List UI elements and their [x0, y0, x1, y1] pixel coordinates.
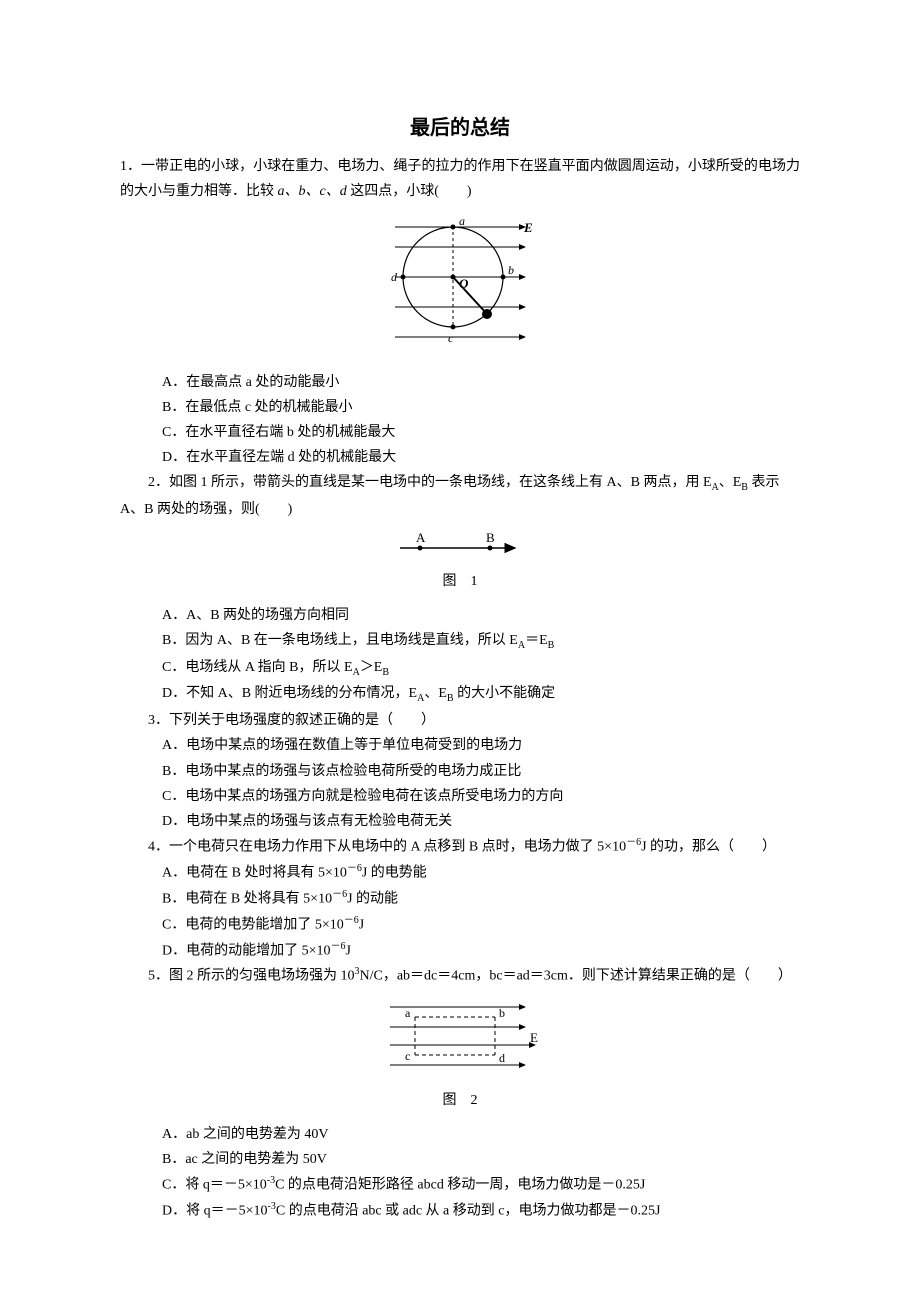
q5-opt-b: B．ac 之间的电势差为 50V — [120, 1147, 800, 1172]
q1-text-p2: 这四点，小球( ) — [347, 184, 472, 199]
svg-text:a: a — [405, 1006, 411, 1020]
q1-opt-b: B．在最低点 c 处的机械能最小 — [120, 395, 800, 420]
q1-abcd: a、b、c、d — [278, 184, 347, 199]
svg-text:b: b — [508, 263, 514, 277]
q1-opt-a: A．在最高点 a 处的动能最小 — [120, 370, 800, 395]
q2-diagram: A B — [390, 530, 530, 558]
figure-1: a b c d O E — [120, 212, 800, 361]
svg-text:a: a — [459, 214, 465, 228]
q2-text: 2．如图 1 所示，带箭头的直线是某一电场中的一条电场线，在这条线上有 A、B … — [120, 470, 800, 522]
q4-text: 4．一个电荷只在电场力作用下从电场中的 A 点移到 B 点时，电场力做了 5×1… — [120, 834, 800, 860]
q3-opt-b: B．电场中某点的场强与该点检验电荷所受的电场力成正比 — [120, 759, 800, 784]
q2-opt-c: C．电场线从 A 指向 B，所以 EA＞EB — [120, 655, 800, 682]
q2-opt-a: A．A、B 两处的场强方向相同 — [120, 603, 800, 628]
svg-text:d: d — [391, 270, 398, 284]
q4-opt-a: A．电荷在 B 处时将具有 5×10－6J 的电势能 — [120, 860, 800, 886]
svg-text:E: E — [530, 1030, 538, 1045]
question-1: 1．一带正电的小球，小球在重力、电场力、绳子的拉力的作用下在竖直平面内做圆周运动… — [120, 154, 800, 204]
q1-opt-c: C．在水平直径右端 b 处的机械能最大 — [120, 420, 800, 445]
q3-opt-c: C．电场中某点的场强方向就是检验电荷在该点所受电场力的方向 — [120, 784, 800, 809]
page-title: 最后的总结 — [120, 110, 800, 146]
q5-diagram: a b c d E — [375, 997, 545, 1077]
q4-opt-b: B．电荷在 B 处将具有 5×10－6J 的动能 — [120, 886, 800, 912]
q5-opt-d: D．将 q＝－5×10-3C 的点电荷沿 abc 或 adc 从 a 移动到 c… — [120, 1198, 800, 1224]
q4-opt-d: D．电荷的动能增加了 5×10－6J — [120, 938, 800, 964]
q3-opt-d: D．电场中某点的场强与该点有无检验电荷无关 — [120, 809, 800, 834]
sub-b: B — [741, 482, 748, 493]
q2-opt-b: B．因为 A、B 在一条电场线上，且电场线是直线，所以 EA＝EB — [120, 628, 800, 655]
svg-text:B: B — [486, 530, 495, 545]
q1-opt-d: D．在水平直径左端 d 处的机械能最大 — [120, 445, 800, 470]
q3-text: 3．下列关于电场强度的叙述正确的是（ ） — [120, 708, 800, 733]
svg-text:A: A — [416, 530, 426, 545]
q1-diagram: a b c d O E — [375, 212, 545, 352]
q5-opt-c: C．将 q＝－5×10-3C 的点电荷沿矩形路径 abcd 移动一周，电场力做功… — [120, 1172, 800, 1198]
fig3-caption: 图 2 — [120, 1088, 800, 1113]
svg-text:E: E — [523, 220, 533, 235]
q5-opt-a: A．ab 之间的电势差为 40V — [120, 1122, 800, 1147]
q5-text: 5．图 2 所示的匀强电场场强为 103N/C，ab＝dc＝4cm，bc＝ad＝… — [120, 963, 800, 989]
fig2-caption: 图 1 — [120, 569, 800, 594]
q4-opt-c: C．电荷的电势能增加了 5×10－6J — [120, 912, 800, 938]
figure-3: a b c d E 图 2 — [120, 997, 800, 1113]
q3-opt-a: A．电场中某点的场强在数值上等于单位电荷受到的电场力 — [120, 733, 800, 758]
svg-text:c: c — [448, 331, 454, 345]
svg-text:c: c — [405, 1049, 410, 1063]
svg-text:O: O — [459, 276, 469, 291]
figure-2: A B 图 1 — [120, 530, 800, 594]
svg-text:b: b — [499, 1006, 505, 1020]
svg-text:d: d — [499, 1051, 505, 1065]
sub-a: A — [712, 482, 719, 493]
q1-text: 1．一带正电的小球，小球在重力、电场力、绳子的拉力的作用下在竖直平面内做圆周运动… — [120, 154, 800, 204]
q2-opt-d: D．不知 A、B 附近电场线的分布情况，EA、EB 的大小不能确定 — [120, 681, 800, 708]
